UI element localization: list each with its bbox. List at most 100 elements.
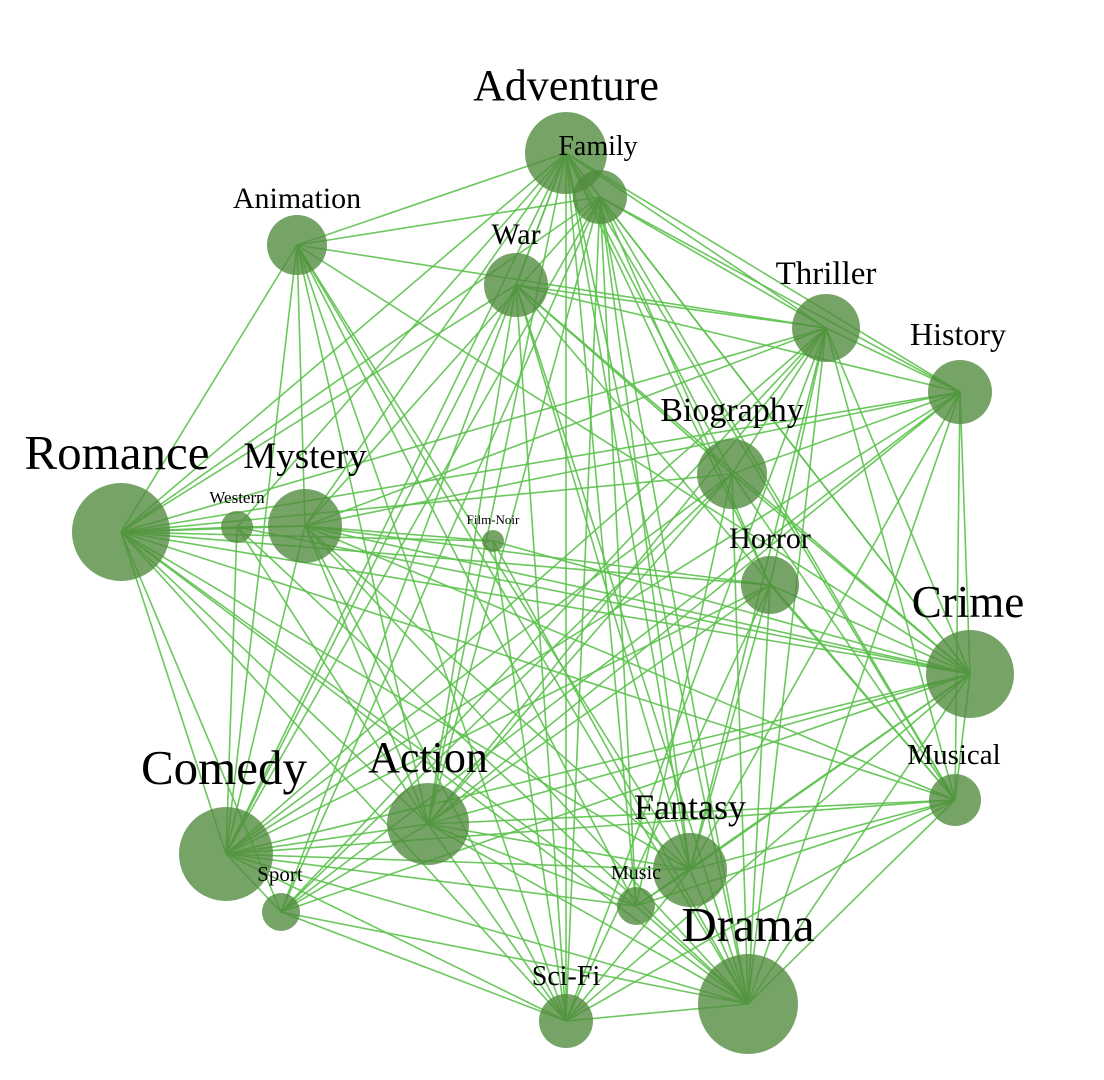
node-western[interactable] bbox=[221, 511, 253, 543]
edge-family-thriller bbox=[599, 196, 827, 329]
node-sport[interactable] bbox=[262, 893, 300, 931]
edge-adventure-mystery bbox=[304, 152, 567, 527]
edge-horror-sci-fi bbox=[565, 584, 771, 1022]
node-musical[interactable] bbox=[929, 774, 981, 826]
node-action[interactable] bbox=[387, 783, 469, 865]
node-film-noir[interactable] bbox=[482, 530, 504, 552]
node-music[interactable] bbox=[617, 887, 655, 925]
edge-romance-fantasy bbox=[120, 531, 691, 871]
edge-adventure-history bbox=[565, 152, 961, 393]
edge-thriller-sport bbox=[280, 327, 827, 913]
edge-mystery-fantasy bbox=[304, 525, 691, 871]
edge-comedy-fantasy bbox=[225, 853, 691, 871]
edge-history-comedy bbox=[225, 391, 961, 855]
edge-biography-crime bbox=[731, 473, 971, 675]
node-horror[interactable] bbox=[741, 556, 799, 614]
edge-crime-drama bbox=[747, 673, 971, 1005]
edge-thriller-romance bbox=[120, 327, 827, 533]
edge-action-musical bbox=[427, 799, 956, 825]
edge-biography-comedy bbox=[225, 473, 733, 855]
edge-horror-action bbox=[427, 584, 771, 825]
edge-adventure-western bbox=[236, 152, 567, 528]
edge-comedy-musical bbox=[225, 799, 956, 855]
edge-thriller-mystery bbox=[304, 327, 827, 527]
node-label-action: Action bbox=[368, 733, 488, 782]
edge-family-sport bbox=[280, 196, 601, 913]
node-label-crime: Crime bbox=[912, 577, 1024, 627]
label-layer: Adventure Family Animation War Thriller Histo… bbox=[24, 61, 1024, 992]
node-label-history: History bbox=[910, 316, 1006, 352]
edge-comedy-drama bbox=[225, 853, 749, 1005]
edge-romance-music bbox=[120, 531, 637, 907]
node-label-horror: Horror bbox=[729, 522, 811, 555]
edge-war-fantasy bbox=[515, 284, 691, 871]
edge-animation-fantasy bbox=[296, 244, 691, 871]
edge-history-musical bbox=[954, 391, 961, 801]
node-adventure[interactable] bbox=[525, 112, 607, 194]
edge-sport-drama bbox=[280, 911, 749, 1005]
edge-history-drama bbox=[747, 391, 961, 1005]
edge-western-drama bbox=[236, 526, 749, 1005]
node-thriller[interactable] bbox=[792, 294, 860, 362]
node-label-mystery: Mystery bbox=[243, 436, 367, 477]
edge-horror-musical bbox=[769, 584, 956, 801]
edge-adventure-horror bbox=[565, 152, 771, 586]
edge-mystery-horror bbox=[304, 525, 771, 586]
node-biography[interactable] bbox=[697, 439, 767, 509]
node-war[interactable] bbox=[484, 253, 548, 317]
edge-horror-drama bbox=[747, 584, 771, 1005]
node-label-biography: Biography bbox=[660, 392, 804, 429]
edge-family-romance bbox=[120, 196, 601, 533]
node-animation[interactable] bbox=[267, 215, 327, 275]
edge-war-comedy bbox=[225, 284, 517, 855]
edge-war-thriller bbox=[515, 284, 827, 329]
edge-crime-sci-fi bbox=[565, 673, 971, 1022]
edge-biography-sport bbox=[280, 473, 733, 913]
edge-war-history bbox=[515, 284, 961, 393]
node-sci-fi[interactable] bbox=[539, 994, 593, 1048]
edge-biography-action bbox=[427, 473, 733, 825]
edge-musical-sci-fi bbox=[565, 799, 956, 1022]
node-history[interactable] bbox=[928, 360, 992, 424]
edge-western-comedy bbox=[225, 526, 238, 855]
edge-romance-drama bbox=[120, 531, 749, 1005]
edge-thriller-sci-fi bbox=[565, 327, 827, 1022]
edge-romance-crime bbox=[120, 531, 971, 675]
edge-family-mystery bbox=[304, 196, 601, 527]
edge-war-sci-fi bbox=[515, 284, 567, 1022]
edge-romance-comedy bbox=[120, 531, 227, 855]
node-romance[interactable] bbox=[72, 483, 170, 581]
edge-film-noir-crime bbox=[492, 540, 971, 675]
edge-animation-sci-fi bbox=[296, 244, 567, 1022]
edge-musical-fantasy bbox=[689, 799, 956, 871]
node-label-sport: Sport bbox=[257, 862, 303, 886]
edge-animation-thriller bbox=[296, 244, 827, 329]
node-fantasy[interactable] bbox=[653, 833, 727, 907]
node-label-adventure: Adventure bbox=[473, 61, 659, 110]
edge-horror-fantasy bbox=[689, 584, 771, 871]
node-family[interactable] bbox=[573, 170, 627, 224]
node-comedy[interactable] bbox=[179, 807, 273, 901]
node-label-fantasy: Fantasy bbox=[634, 787, 746, 827]
edge-biography-musical bbox=[731, 473, 956, 801]
node-drama[interactable] bbox=[698, 954, 798, 1054]
node-label-family: Family bbox=[558, 131, 637, 162]
edge-war-romance bbox=[120, 284, 517, 533]
node-label-animation: Animation bbox=[233, 182, 361, 215]
node-label-western: Western bbox=[209, 488, 265, 507]
edge-action-fantasy bbox=[427, 823, 691, 871]
edge-mystery-action bbox=[304, 525, 429, 825]
edge-romance-musical bbox=[120, 531, 956, 801]
edge-biography-drama bbox=[731, 473, 749, 1005]
edge-horror-comedy bbox=[225, 584, 771, 855]
edge-comedy-sci-fi bbox=[225, 853, 567, 1022]
edge-history-crime bbox=[959, 391, 971, 675]
edge-war-action bbox=[427, 284, 517, 825]
edge-adventure-animation bbox=[296, 152, 567, 246]
edge-film-noir-drama bbox=[492, 540, 749, 1005]
node-crime[interactable] bbox=[926, 630, 1014, 718]
node-mystery[interactable] bbox=[268, 489, 342, 563]
edge-adventure-romance bbox=[120, 152, 567, 533]
edge-thriller-comedy bbox=[225, 327, 827, 855]
